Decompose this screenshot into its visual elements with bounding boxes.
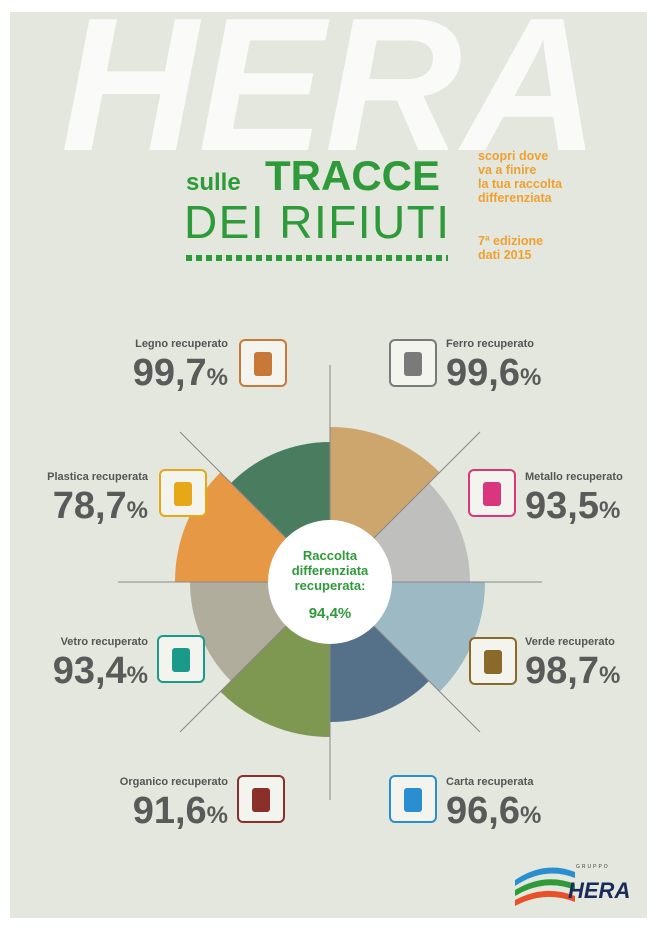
item-number: 96,6 [446, 790, 520, 832]
item-icon-glyph [404, 788, 422, 812]
item-value: 78,7% [53, 485, 148, 527]
center-text: differenziata [292, 563, 369, 578]
center-disc [268, 520, 392, 644]
item-number: 91,6 [133, 790, 207, 832]
item-value: 96,6% [446, 790, 541, 832]
item-number: 93,4 [53, 650, 127, 692]
item-label: Plastica recuperata [47, 471, 149, 483]
item-unit: % [127, 497, 148, 524]
item-unit: % [520, 802, 541, 829]
center-text: Raccolta [303, 548, 358, 563]
item-number: 98,7 [525, 650, 599, 692]
tagline: la tua raccolta [478, 177, 563, 191]
item-value: 93,5% [525, 485, 620, 527]
item-icon-glyph [404, 352, 422, 376]
item-unit: % [207, 364, 228, 391]
logo-swoosh [515, 867, 575, 886]
item-label: Vetro recuperato [61, 636, 149, 648]
item-unit: % [520, 364, 541, 391]
edition: dati 2015 [478, 248, 532, 262]
item-unit: % [127, 662, 148, 689]
edition: 7ª edizione [478, 234, 543, 248]
item-number: 99,6 [446, 352, 520, 394]
item-icon-glyph [252, 788, 270, 812]
item-label: Carta recuperata [446, 776, 534, 788]
item-icon-glyph [172, 648, 190, 672]
item-icon-glyph [174, 482, 192, 506]
item-unit: % [599, 662, 620, 689]
item-value: 99,6% [446, 352, 541, 394]
item-unit: % [207, 802, 228, 829]
item-value: 91,6% [133, 790, 228, 832]
title-small: sulle [186, 169, 241, 196]
item-label: Metallo recuperato [525, 471, 623, 483]
item-icon-glyph [484, 650, 502, 674]
item-label: Verde recuperato [525, 636, 615, 648]
tagline: scopri dove [478, 149, 548, 163]
tagline: differenziata [478, 191, 553, 205]
watermark: HERA [61, 0, 599, 191]
item-label: Legno recuperato [135, 338, 228, 350]
center-text: recuperata: [295, 578, 366, 593]
title-second: DEI RIFIUTI [184, 196, 449, 248]
logo-swoosh [515, 879, 575, 896]
tagline: va a finire [478, 163, 536, 177]
item-number: 78,7 [53, 485, 127, 527]
item-icon-glyph [254, 352, 272, 376]
item-icon-glyph [483, 482, 501, 506]
title-big: TRACCE [265, 152, 440, 199]
logo-swoosh [515, 890, 575, 906]
item-value: 99,7% [133, 352, 228, 394]
logo-name: HERA [568, 878, 630, 903]
item-number: 99,7 [133, 352, 207, 394]
item-number: 93,5 [525, 485, 599, 527]
item-value: 98,7% [525, 650, 620, 692]
item-value: 93,4% [53, 650, 148, 692]
item-unit: % [599, 497, 620, 524]
item-label: Organico recuperato [120, 776, 228, 788]
item-label: Ferro recuperato [446, 338, 534, 350]
logo-group: GRUPPO [576, 864, 610, 870]
center-value: 94,4% [309, 605, 352, 622]
